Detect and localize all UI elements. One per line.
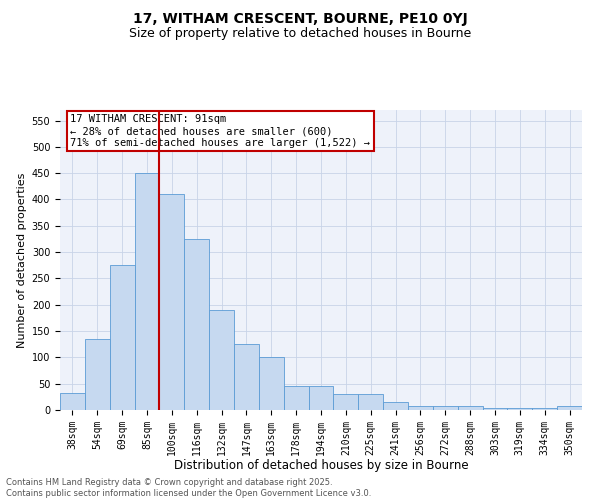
Bar xyxy=(408,406,433,410)
Bar xyxy=(184,239,209,410)
X-axis label: Distribution of detached houses by size in Bourne: Distribution of detached houses by size … xyxy=(173,459,469,472)
Bar xyxy=(334,394,358,410)
Text: 17, WITHAM CRESCENT, BOURNE, PE10 0YJ: 17, WITHAM CRESCENT, BOURNE, PE10 0YJ xyxy=(133,12,467,26)
Text: Contains HM Land Registry data © Crown copyright and database right 2025.
Contai: Contains HM Land Registry data © Crown c… xyxy=(6,478,371,498)
Bar xyxy=(259,358,284,410)
Bar xyxy=(508,408,532,410)
Bar xyxy=(110,266,134,410)
Bar xyxy=(209,310,234,410)
Bar xyxy=(85,339,110,410)
Bar xyxy=(160,194,184,410)
Y-axis label: Number of detached properties: Number of detached properties xyxy=(17,172,28,348)
Bar xyxy=(60,392,85,410)
Text: Size of property relative to detached houses in Bourne: Size of property relative to detached ho… xyxy=(129,28,471,40)
Bar xyxy=(433,406,458,410)
Bar xyxy=(482,408,508,410)
Bar xyxy=(458,406,482,410)
Bar xyxy=(284,386,308,410)
Bar xyxy=(134,173,160,410)
Text: 17 WITHAM CRESCENT: 91sqm
← 28% of detached houses are smaller (600)
71% of semi: 17 WITHAM CRESCENT: 91sqm ← 28% of detac… xyxy=(70,114,370,148)
Bar xyxy=(234,344,259,410)
Bar xyxy=(557,406,582,410)
Bar xyxy=(383,402,408,410)
Bar xyxy=(358,394,383,410)
Bar xyxy=(308,386,334,410)
Bar xyxy=(532,408,557,410)
